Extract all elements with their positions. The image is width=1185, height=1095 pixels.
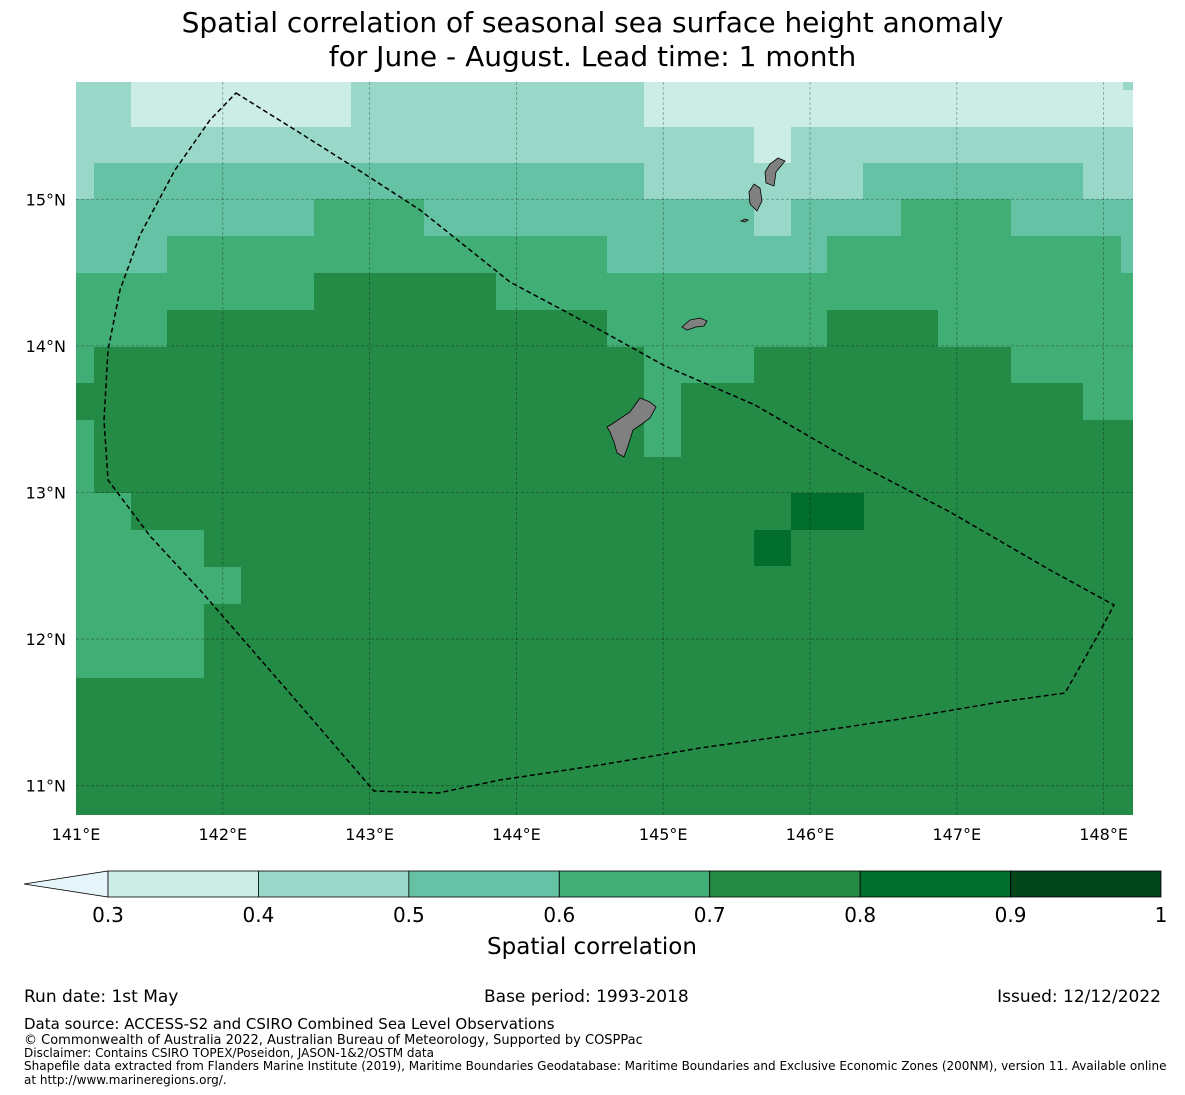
land-masses xyxy=(606,157,786,458)
grid-cell xyxy=(76,420,94,494)
grid-cell xyxy=(131,82,351,127)
grid-cell xyxy=(1011,346,1133,383)
grid-cell xyxy=(94,163,277,200)
island-rota xyxy=(681,317,708,331)
issued-date: Issued: 12/12/2022 xyxy=(997,987,1161,1007)
longitude-tick-label: 146°E xyxy=(786,825,835,844)
grid-cell xyxy=(76,346,94,383)
grid-cell xyxy=(791,493,864,530)
grid-cell xyxy=(277,163,644,200)
colorbar-segment xyxy=(107,870,259,898)
shapefile-credit-line-1: Shapefile data extracted from Flanders M… xyxy=(24,1059,1167,1073)
grid-cell xyxy=(938,310,1133,347)
grid-cell xyxy=(1123,82,1133,90)
colorbar-tick-label: 0.8 xyxy=(844,903,876,927)
grid-cell xyxy=(424,199,754,236)
colorbar-tick-label: 0.4 xyxy=(243,903,275,927)
data-source: Data source: ACCESS-S2 and CSIRO Combine… xyxy=(24,1015,555,1033)
grid-cell xyxy=(644,82,1133,127)
longitude-tick-labels: 141°E 142°E 143°E 144°E 145°E 146°E 147°E 148°E xyxy=(52,825,1128,844)
longitude-tick-label: 147°E xyxy=(933,825,982,844)
grid-cell xyxy=(76,273,314,310)
grid-cell xyxy=(76,236,167,273)
longitude-tick-label: 148°E xyxy=(1079,825,1128,844)
latitude-tick-label: 13°N xyxy=(26,483,66,502)
latitude-tick-label: 12°N xyxy=(26,630,66,649)
shapefile-credit-line-2: at http://www.marineregions.org/. xyxy=(24,1073,227,1087)
grid-cell xyxy=(863,163,1083,200)
latitude-tick-labels: 15°N 14°N 13°N 12°N 11°N xyxy=(26,190,66,795)
grid-cell xyxy=(1011,199,1133,236)
map-title-line-2: for June - August. Lead time: 1 month xyxy=(328,40,857,73)
correlation-grid xyxy=(76,82,1133,815)
latitude-tick-label: 15°N xyxy=(26,190,66,209)
colorbar-segment xyxy=(709,870,861,898)
colorbar-segment xyxy=(558,870,711,898)
longitude-tick-label: 142°E xyxy=(198,825,247,844)
colorbar-tick-label: 0.9 xyxy=(995,903,1027,927)
colorbar xyxy=(23,870,1162,898)
island-saipan xyxy=(764,157,786,187)
colorbar-segment xyxy=(1010,870,1162,898)
grid-cell xyxy=(644,383,681,457)
disclaimer: Disclaimer: Contains CSIRO TOPEX/Poseido… xyxy=(24,1046,434,1060)
grid-cell xyxy=(791,199,901,236)
grid-cell xyxy=(76,199,314,236)
colorbar-tick-label: 0.7 xyxy=(694,903,726,927)
grid-cell xyxy=(754,530,791,566)
grid-cell xyxy=(496,273,1133,310)
colorbar-segment xyxy=(408,870,560,898)
base-period: Base period: 1993-2018 xyxy=(484,987,689,1007)
grid-cell xyxy=(76,310,167,347)
colorbar-extend-arrow xyxy=(23,870,109,898)
island-aguijan xyxy=(739,218,749,223)
grid-cell xyxy=(167,236,607,273)
latitude-tick-label: 14°N xyxy=(26,337,66,356)
longitude-tick-label: 143°E xyxy=(345,825,394,844)
grid-cell xyxy=(76,604,204,678)
eez-boundary xyxy=(103,92,1116,794)
grid-cell xyxy=(827,236,1121,273)
longitude-tick-label: 141°E xyxy=(52,825,101,844)
grid-cell xyxy=(1121,236,1133,273)
island-guam xyxy=(606,397,657,458)
colorbar-tick-label: 0.5 xyxy=(393,903,425,927)
colorbar-tick-label: 1 xyxy=(1155,903,1168,927)
latitude-tick-label: 11°N xyxy=(26,777,66,796)
grid-cell xyxy=(76,530,204,567)
colorbar-tick-label: 0.3 xyxy=(92,903,124,927)
longitude-tick-label: 144°E xyxy=(492,825,541,844)
grid-cell xyxy=(1083,383,1133,420)
grid-cell xyxy=(754,127,791,163)
grid-cell xyxy=(314,199,424,236)
longitude-tick-label: 145°E xyxy=(639,825,688,844)
map-title-line-1: Spatial correlation of seasonal sea surf… xyxy=(181,6,1004,39)
colorbar-tick-label: 0.6 xyxy=(543,903,575,927)
grid-cell xyxy=(607,310,827,347)
grid-cell xyxy=(76,567,241,604)
island-tinian xyxy=(748,183,763,212)
colorbar-segment xyxy=(859,870,1011,898)
colorbar-segment xyxy=(258,870,410,898)
copyright: © Commonwealth of Australia 2022, Austra… xyxy=(24,1033,643,1048)
grid-cell xyxy=(644,346,754,383)
colorbar-tick-labels: 0.3 0.4 0.5 0.6 0.7 0.8 0.9 1 xyxy=(92,903,1167,927)
map-gridlines xyxy=(76,82,1133,815)
run-date: Run date: 1st May xyxy=(24,987,179,1007)
colorbar-label: Spatial correlation xyxy=(487,934,697,960)
grid-cell xyxy=(607,236,827,273)
grid-cell xyxy=(901,199,1011,236)
